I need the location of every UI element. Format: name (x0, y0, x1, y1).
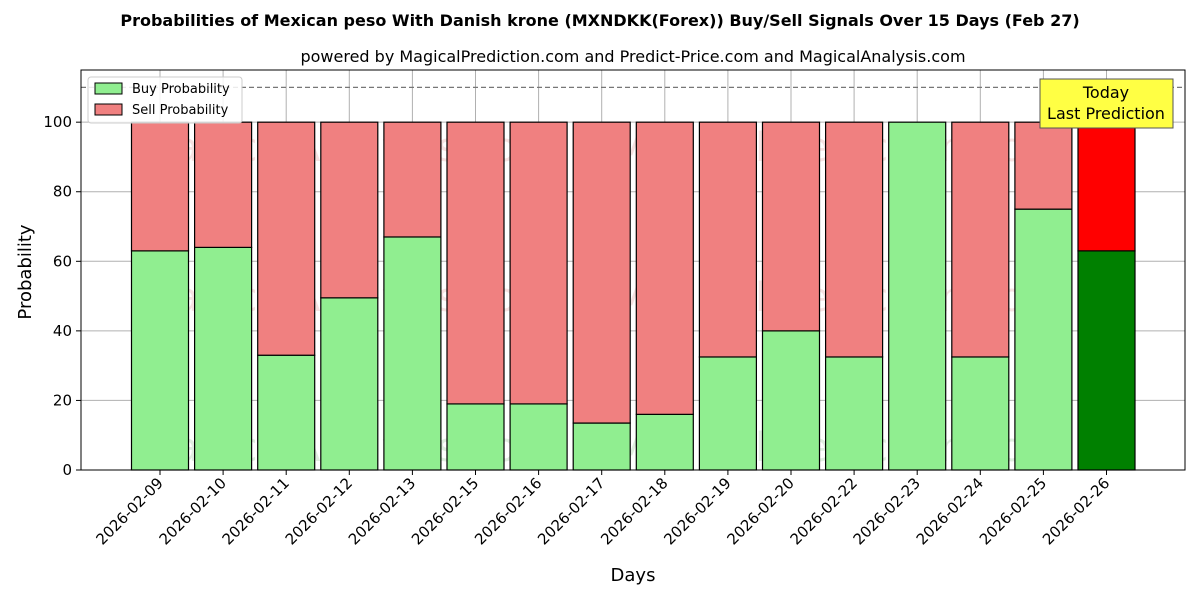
buy-bar (824, 356, 884, 471)
legend-swatch-buy (94, 82, 123, 95)
sell-bar (509, 121, 568, 405)
sell-bar (635, 121, 694, 415)
x-tick-label: 2026-02-10 (156, 474, 230, 548)
sell-bar (1014, 121, 1073, 210)
sell-bar (130, 121, 190, 252)
sell-bar (194, 121, 253, 248)
legend-swatch-sell (94, 103, 123, 116)
x-tick-label: 2026-02-13 (345, 474, 419, 548)
bars (81, 86, 1185, 471)
sell-bar (761, 121, 821, 332)
buy-bar (572, 422, 631, 471)
today-annotation: Today Last Prediction (1039, 78, 1174, 129)
today-annotation-line2: Last Prediction (1047, 104, 1165, 123)
sell-bar (257, 121, 316, 356)
x-tick-label: 2026-02-26 (1039, 474, 1113, 548)
today-annotation-box (1039, 78, 1174, 129)
buy-bar (698, 356, 758, 471)
sell-bar (698, 121, 758, 358)
y-tick-label: 0 (62, 461, 72, 479)
legend-label-sell: Sell Probability (132, 103, 229, 118)
buy-bar (635, 413, 694, 471)
buy-bar (888, 121, 947, 471)
buy-bar (1014, 208, 1073, 471)
x-tick-label: 2026-02-12 (282, 474, 356, 548)
legend-label-buy: Buy Probability (132, 82, 230, 97)
y-tick-label: 100 (43, 113, 72, 131)
sell-bar (383, 121, 442, 238)
x-tick-label: 2026-02-11 (219, 474, 293, 548)
buy-bar (951, 356, 1010, 471)
buy-bar (446, 403, 505, 471)
x-tick-label: 2026-02-17 (534, 474, 608, 548)
chart-subtitle: powered by MagicalPrediction.com and Pre… (300, 47, 965, 66)
buy-bar (194, 246, 253, 471)
y-axis-label: Probability (15, 224, 36, 319)
buy-bar (1077, 250, 1136, 471)
buy-bar (761, 330, 821, 471)
sell-bar (572, 121, 631, 424)
x-tick-label: 2026-02-15 (408, 474, 482, 548)
x-tick-label: 2026-02-18 (597, 474, 671, 548)
buy-bar (257, 354, 316, 471)
y-tick-label: 20 (53, 391, 72, 409)
buy-bar (383, 236, 442, 471)
sell-bar (824, 121, 884, 358)
legend: Buy Probability Sell Probability (87, 76, 243, 124)
plot-frame (80, 69, 1186, 471)
x-tick-label: 2026-02-09 (92, 474, 166, 548)
x-tick-label: 2026-02-22 (787, 474, 861, 548)
x-tick-label: 2026-02-24 (913, 474, 987, 548)
x-tick-label: 2026-02-25 (976, 474, 1050, 548)
buy-bar (320, 297, 379, 471)
sell-bar (1077, 121, 1136, 252)
today-annotation-line1: Today (1082, 83, 1129, 102)
x-tick-label: 2026-02-23 (850, 474, 924, 548)
legend-box (87, 76, 243, 124)
sell-bar (320, 121, 379, 299)
y-tick-label: 40 (53, 322, 72, 340)
x-tick-label: 2026-02-20 (723, 474, 797, 548)
buy-bar (509, 403, 568, 471)
chart-title: Probabilities of Mexican peso With Danis… (120, 11, 1079, 30)
x-tick-label: 2026-02-19 (660, 474, 734, 548)
sell-bar (446, 121, 505, 405)
buy-bar (130, 250, 190, 471)
y-tick-label: 60 (53, 252, 72, 270)
sell-bar (951, 121, 1010, 358)
y-tick-label: 80 (53, 183, 72, 201)
x-axis-label: Days (611, 565, 656, 586)
x-tick-label: 2026-02-16 (471, 474, 545, 548)
